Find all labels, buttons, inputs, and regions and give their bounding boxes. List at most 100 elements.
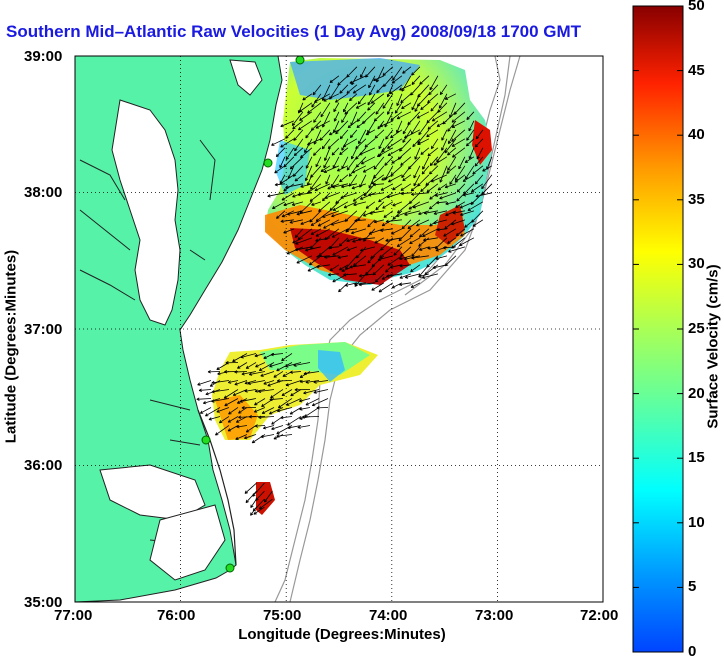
velocity-arrow — [420, 147, 430, 155]
velocity-arrow — [447, 156, 457, 171]
velocity-arrow — [372, 182, 384, 187]
velocity-arrow — [241, 371, 257, 376]
velocity-arrow — [367, 102, 376, 111]
velocity-arrow — [387, 255, 403, 266]
velocity-arrow — [422, 228, 439, 237]
velocity-arrow — [474, 138, 484, 148]
velocity-arrow — [349, 93, 358, 102]
velocity-arrow — [236, 424, 248, 429]
velocity-arrow — [300, 183, 313, 188]
velocity-arrow — [475, 129, 484, 140]
velocity-arrow — [215, 425, 230, 436]
velocity-arrow — [308, 255, 322, 266]
velocity-arrow — [402, 120, 412, 135]
velocity-arrow — [267, 380, 284, 387]
velocity-arrow — [310, 174, 322, 190]
velocity-arrow — [274, 182, 285, 187]
velocity-arrow — [299, 398, 311, 403]
velocity-arrow — [311, 201, 322, 206]
velocity-arrow — [224, 398, 239, 407]
velocity-arrow — [241, 406, 257, 410]
velocity-arrow — [481, 174, 493, 190]
velocity-arrow — [232, 389, 248, 396]
velocity-arrow — [429, 156, 439, 167]
velocity-arrow — [315, 156, 322, 168]
colorbar-tick-label: 20 — [688, 385, 705, 402]
velocity-arrow — [412, 201, 430, 209]
velocity-arrow — [451, 219, 466, 226]
velocity-arrow — [338, 237, 349, 247]
velocity-arrow — [413, 174, 421, 187]
velocity-arrow — [234, 380, 248, 386]
velocity-arrow — [416, 111, 430, 119]
delaware-bay — [229, 59, 263, 96]
velocity-arrow — [399, 255, 412, 261]
velocity-arrow — [297, 192, 312, 197]
velocity-arrow — [312, 147, 322, 156]
y-axis-label: Latitude (Degrees:Minutes) — [2, 249, 20, 444]
velocity-arrow — [329, 201, 340, 211]
velocity-arrow — [311, 398, 329, 407]
velocity-arrow — [352, 192, 367, 202]
velocity-arrow — [404, 210, 421, 216]
velocity-arrow — [291, 201, 304, 206]
velocity-arrow — [289, 219, 304, 224]
station-marker — [201, 435, 211, 445]
velocity-arrow — [472, 165, 484, 175]
velocity-arrow — [411, 93, 421, 111]
velocity-arrow — [455, 201, 466, 208]
velocity-arrow — [323, 219, 340, 229]
velocity-arrow — [374, 129, 385, 139]
velocity-arrow — [334, 93, 349, 103]
velocity-arrow — [447, 120, 457, 132]
colorbar-tick-label: 30 — [688, 255, 705, 272]
velocity-arrow — [368, 75, 376, 89]
velocity-arrow — [313, 380, 329, 384]
colorbar-tick-label: 50 — [688, 0, 705, 14]
velocity-arrow — [281, 353, 293, 362]
velocity-arrow — [410, 183, 421, 192]
velocity-arrow — [276, 434, 293, 438]
velocity-arrow — [414, 102, 421, 112]
velocity-arrow — [396, 93, 403, 107]
velocity-arrow — [280, 138, 295, 148]
velocity-arrow — [300, 219, 313, 225]
velocity-arrow — [452, 210, 465, 215]
velocity-arrow — [410, 84, 421, 96]
velocity-arrow — [360, 156, 376, 165]
velocity-arrow — [329, 264, 340, 272]
velocity-arrow — [471, 183, 484, 193]
velocity-arrow — [313, 389, 329, 394]
velocity-arrow — [427, 147, 439, 157]
velocity-arrow — [454, 174, 466, 183]
velocity-arrow — [336, 165, 349, 172]
velocity-arrow — [399, 264, 411, 268]
velocity-arrow — [419, 75, 430, 85]
velocity-arrow — [391, 156, 403, 164]
velocity-arrow — [292, 120, 304, 130]
velocity-arrow — [438, 93, 448, 109]
velocity-arrow — [255, 362, 266, 368]
velocity-arrow — [280, 120, 295, 128]
velocity-arrow — [245, 362, 257, 369]
velocity-arrow — [329, 75, 340, 84]
velocity-arrow — [228, 407, 239, 415]
velocity-arrow — [385, 219, 402, 224]
velocity-arrow — [248, 371, 266, 376]
velocity-arrow — [411, 255, 429, 260]
velocity-arrow — [356, 111, 367, 122]
velocity-arrow — [271, 138, 286, 146]
velocity-arrow — [346, 237, 358, 243]
pamlico-sound — [149, 504, 226, 581]
velocity-arrow — [250, 498, 257, 509]
velocity-arrow — [208, 416, 221, 421]
velocity-arrow — [342, 138, 358, 148]
velocity-arrow — [468, 147, 475, 160]
velocity-arrow — [391, 228, 403, 235]
velocity-arrow — [281, 389, 293, 396]
velocity-arrow — [378, 138, 385, 150]
velocity-arrow — [401, 219, 412, 230]
velocity-arrow — [362, 210, 376, 217]
velocity-arrow — [402, 174, 412, 182]
velocity-arrow — [251, 434, 266, 444]
